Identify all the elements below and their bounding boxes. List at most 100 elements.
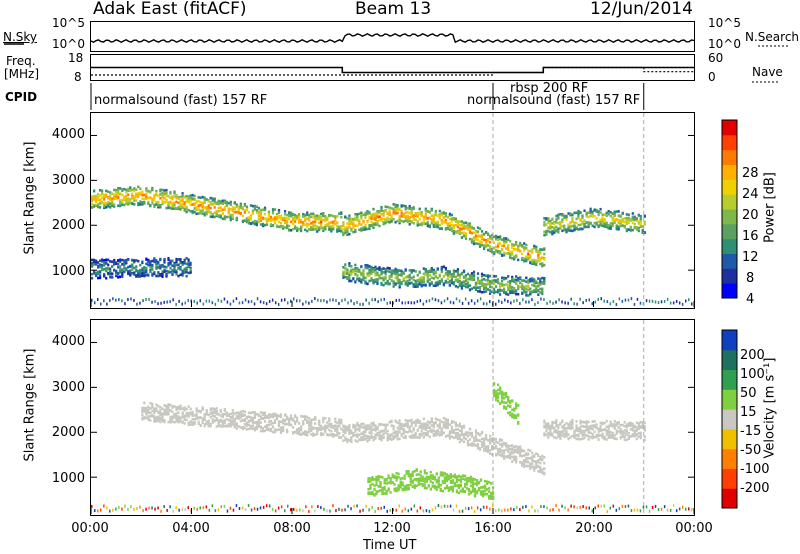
power-cell (356, 277, 359, 281)
power-cell (390, 269, 393, 272)
power-cell (332, 214, 335, 218)
velocity-cell (480, 437, 484, 441)
velocity-cell (441, 481, 444, 485)
velocity-cell (430, 424, 433, 427)
power-cell (145, 270, 148, 274)
power-cell (533, 258, 536, 262)
power-cell (213, 202, 216, 206)
velocity-cell (462, 433, 466, 436)
power-cell (404, 280, 407, 283)
power-cell (394, 208, 397, 211)
velocity-cell (298, 432, 301, 436)
power-cell (597, 213, 600, 217)
velocity-cell (187, 405, 190, 408)
velocity-cell (330, 429, 333, 433)
power-cell (360, 229, 363, 232)
power-cell (575, 226, 578, 229)
velocity-cell (476, 443, 480, 446)
velocity-cell (396, 432, 399, 436)
velocity-cell (235, 411, 238, 414)
power-cell (93, 205, 96, 208)
velocity-cell (414, 432, 417, 435)
velocity-cell (286, 422, 289, 426)
velocity-cell (394, 435, 397, 439)
power-cell (382, 222, 385, 226)
power-cell (468, 222, 472, 225)
power-cell (173, 265, 176, 269)
power-cell (294, 215, 297, 219)
velocity-cell (344, 438, 347, 442)
power-cell (416, 220, 419, 223)
power-cell (507, 288, 510, 291)
velocity-cell (464, 433, 468, 436)
power-cell (177, 263, 180, 267)
power-cell (639, 217, 642, 221)
power-cell (304, 223, 307, 226)
velocity-cell (381, 486, 384, 490)
power-cell (223, 206, 226, 209)
velocity-cell (437, 485, 440, 489)
power-cell (372, 207, 375, 211)
velocity-cell (523, 459, 526, 463)
velocity-cell (515, 450, 518, 453)
velocity-cell (261, 429, 265, 433)
power-cell (183, 205, 186, 209)
velocity-cell (255, 426, 258, 430)
power-ground-cell (618, 297, 621, 301)
power-cell (358, 228, 361, 232)
power-cell (507, 275, 510, 278)
power-colorbar-swatch (722, 268, 737, 284)
power-cell (308, 216, 311, 220)
power-cell (316, 226, 319, 230)
power-cell (575, 217, 578, 221)
power-cell (527, 249, 530, 253)
power-cell (304, 216, 307, 220)
power-cell (121, 268, 124, 271)
power-cell (541, 290, 544, 293)
cpid-label: CPID (5, 90, 38, 104)
velocity-cell (159, 406, 162, 409)
velocity-cell (294, 415, 297, 418)
power-cell (103, 261, 106, 264)
power-cell (109, 273, 112, 276)
velocity-cell (284, 418, 287, 422)
power-cell (151, 272, 154, 276)
power-cell (211, 199, 214, 202)
power-cell (406, 210, 409, 214)
power-ground-cell (446, 297, 449, 301)
velocity-cell (533, 466, 536, 469)
power-cell (382, 211, 385, 215)
power-cell (396, 208, 399, 211)
power-cell (497, 281, 500, 284)
power-cell (585, 221, 588, 224)
velocity-cell (421, 479, 424, 482)
power-cell (235, 205, 238, 209)
power-cell (503, 242, 506, 245)
power-cell (547, 227, 550, 230)
velocity-cell (385, 489, 388, 493)
power-cell (187, 196, 190, 200)
power-ground-cell (537, 301, 539, 305)
power-colorbar-swatch (722, 164, 737, 180)
power-cell (185, 198, 188, 201)
power-cell (103, 274, 106, 278)
velocity-cell (456, 433, 459, 436)
power-cell (127, 265, 130, 269)
velocity-cell (271, 421, 275, 425)
velocity-cell (433, 475, 436, 479)
power-cell (159, 193, 162, 196)
power-ground-cell (561, 300, 563, 304)
velocity-cell (425, 486, 428, 490)
power-cell (408, 278, 411, 282)
power-ground-cell (413, 301, 416, 305)
power-cell (149, 270, 152, 273)
power-cell (344, 275, 347, 279)
power-cell (247, 219, 250, 222)
velocity-cell (364, 424, 367, 428)
velocity-cell (247, 423, 250, 427)
velocity-ytick-3000: 3000 (51, 380, 85, 395)
power-cell (131, 265, 134, 268)
power-cell (478, 242, 482, 246)
power-cell (601, 221, 604, 225)
velocity-cell (378, 430, 381, 434)
